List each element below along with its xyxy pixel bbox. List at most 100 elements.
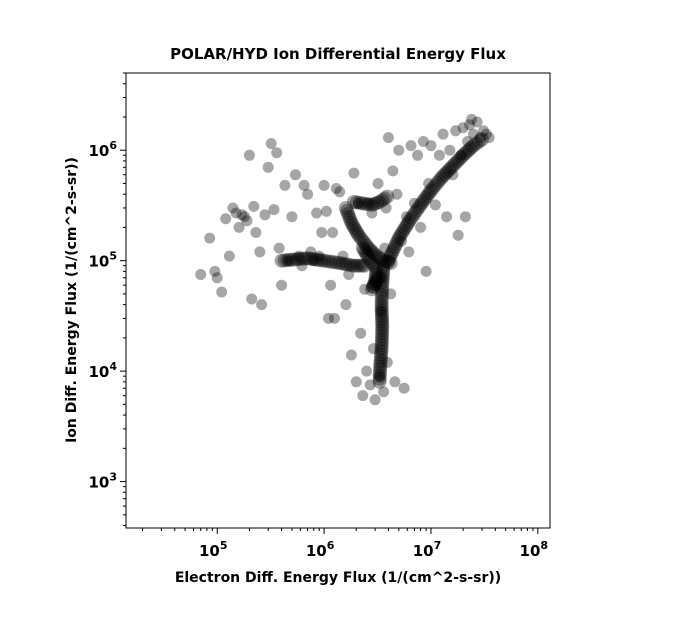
data-point	[373, 356, 388, 371]
data-point	[375, 268, 390, 283]
data-point	[423, 178, 435, 189]
data-point	[366, 279, 381, 294]
data-point	[332, 256, 347, 271]
data-point	[239, 211, 250, 223]
data-point	[358, 196, 373, 211]
data-point	[391, 188, 403, 200]
data-point	[483, 132, 495, 144]
data-point	[209, 265, 221, 277]
data-point	[381, 255, 396, 270]
data-point	[401, 216, 415, 231]
data-point	[462, 142, 477, 157]
data-point	[227, 202, 239, 214]
data-point	[346, 195, 361, 209]
data-point	[378, 254, 393, 269]
data-point	[293, 250, 305, 262]
data-point	[366, 207, 378, 219]
data-point	[335, 256, 350, 271]
data-point	[254, 246, 266, 258]
data-point	[404, 211, 419, 226]
data-point	[374, 344, 389, 359]
data-point	[367, 196, 382, 211]
data-point	[348, 223, 363, 238]
data-point	[460, 144, 475, 159]
data-point	[323, 254, 338, 269]
data-point	[376, 262, 391, 276]
data-point	[349, 258, 364, 273]
data-point	[367, 258, 382, 273]
data-point	[458, 146, 473, 161]
data-point	[375, 284, 389, 299]
data-point	[455, 149, 467, 161]
data-point	[348, 167, 360, 179]
data-point	[434, 171, 449, 185]
data-point	[334, 186, 346, 198]
data-point	[362, 197, 374, 209]
data-point	[316, 227, 328, 238]
data-point	[313, 250, 325, 262]
data-point	[430, 176, 445, 191]
x-tick-label: 105	[199, 539, 228, 560]
data-point	[211, 272, 223, 284]
data-point	[286, 252, 301, 267]
data-point	[374, 335, 389, 350]
data-point	[393, 228, 408, 243]
data-point	[378, 386, 390, 398]
plot-area-frame	[125, 72, 551, 529]
data-point	[464, 119, 476, 131]
data-point	[246, 293, 258, 305]
data-point	[450, 125, 462, 137]
data-point	[359, 283, 371, 295]
data-point	[447, 169, 459, 181]
data-point	[380, 202, 392, 214]
data-point	[417, 193, 432, 208]
data-point	[429, 199, 441, 211]
data-point	[361, 241, 376, 256]
data-point	[466, 138, 481, 153]
data-point	[408, 205, 423, 220]
data-point	[233, 221, 245, 233]
data-point	[368, 267, 383, 282]
data-point	[478, 125, 489, 137]
data-point	[330, 183, 342, 194]
data-point	[271, 147, 283, 159]
data-point	[352, 258, 367, 273]
data-point	[445, 159, 460, 173]
data-point	[360, 248, 375, 263]
data-point	[344, 258, 359, 273]
data-point	[474, 132, 486, 144]
data-point	[345, 349, 357, 361]
data-point	[412, 149, 424, 161]
data-point	[424, 183, 438, 198]
data-points	[195, 113, 495, 406]
data-point	[369, 273, 384, 288]
data-point	[382, 250, 397, 265]
data-point	[357, 243, 372, 258]
data-point	[375, 271, 390, 286]
data-point	[374, 294, 389, 309]
data-point	[384, 248, 398, 262]
data-point	[464, 140, 479, 155]
data-point	[355, 241, 370, 256]
data-point	[314, 253, 329, 268]
data-point	[374, 303, 389, 318]
data-point	[342, 209, 357, 224]
data-point	[343, 212, 358, 227]
x-tick-label: 107	[413, 539, 442, 560]
data-point	[377, 191, 392, 206]
data-point	[375, 323, 390, 338]
data-point	[369, 249, 384, 264]
data-point	[375, 317, 390, 332]
data-point	[363, 253, 378, 268]
data-point	[365, 245, 380, 260]
data-point	[406, 208, 421, 223]
data-point	[265, 138, 277, 149]
data-point	[382, 132, 394, 144]
data-point	[273, 242, 285, 254]
data-point	[381, 253, 396, 268]
data-point	[364, 379, 376, 391]
data-point	[376, 258, 391, 273]
data-point	[474, 132, 489, 147]
data-point	[373, 362, 388, 377]
data-point	[420, 188, 435, 203]
